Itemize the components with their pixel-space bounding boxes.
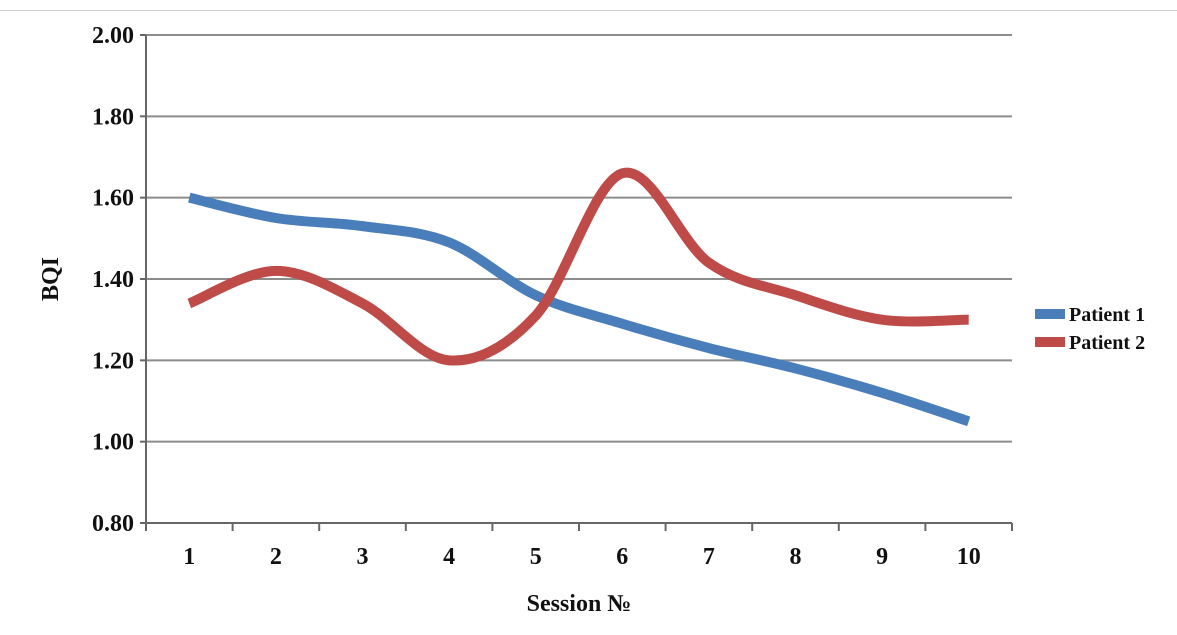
legend-label: Patient 1 — [1069, 304, 1145, 326]
y-tick-label: 2.00 — [92, 23, 134, 49]
y-tick-label: 1.60 — [92, 186, 134, 212]
series-line-patient-2 — [187, 167, 969, 366]
x-tick-label: 10 — [957, 544, 981, 570]
x-tick-label: 3 — [357, 544, 369, 570]
x-tick-label: 1 — [183, 544, 195, 570]
y-tick-label: 1.80 — [92, 104, 134, 130]
top-rule — [0, 10, 1177, 11]
y-tick-label: 1.40 — [92, 267, 134, 293]
y-axis-title: BQI — [38, 257, 64, 301]
x-tick-label: 5 — [530, 544, 542, 570]
legend-swatch — [1035, 309, 1065, 319]
x-tick-label: 6 — [616, 544, 628, 570]
tick-labels: 0.80 1.00 1.20 1.40 1.60 1.80 2.00 1 2 3 4 5 6 7 8 9 10 — [92, 23, 981, 570]
legend-label: Patient 2 — [1069, 332, 1145, 354]
axes — [140, 34, 1013, 531]
y-tick-label: 0.80 — [92, 511, 134, 537]
gridlines — [146, 34, 1012, 443]
series-lines — [187, 167, 971, 427]
legend: Patient 1 Patient 2 — [1035, 304, 1145, 354]
x-tick-label: 9 — [876, 544, 888, 570]
x-axis-title: Session № — [527, 591, 632, 617]
x-tick-label: 8 — [790, 544, 802, 570]
legend-swatch — [1035, 337, 1065, 347]
x-tick-label: 7 — [703, 544, 715, 570]
series-line-patient-1 — [188, 192, 971, 427]
x-tick-label: 4 — [443, 544, 455, 570]
y-tick-label: 1.00 — [92, 430, 134, 456]
x-tick-label: 2 — [270, 544, 282, 570]
y-tick-label: 1.20 — [92, 348, 134, 374]
